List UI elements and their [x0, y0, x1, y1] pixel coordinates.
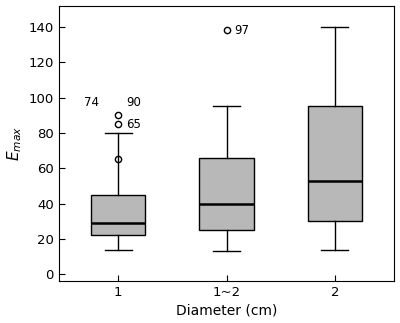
- Y-axis label: $E_{max}$: $E_{max}$: [6, 126, 24, 161]
- Text: 65: 65: [126, 118, 141, 130]
- Text: 90: 90: [126, 96, 141, 109]
- Text: 74: 74: [84, 96, 99, 109]
- X-axis label: Diameter (cm): Diameter (cm): [176, 303, 277, 318]
- PathPatch shape: [308, 106, 362, 221]
- PathPatch shape: [91, 195, 145, 235]
- PathPatch shape: [200, 158, 254, 230]
- Text: 97: 97: [234, 24, 249, 37]
